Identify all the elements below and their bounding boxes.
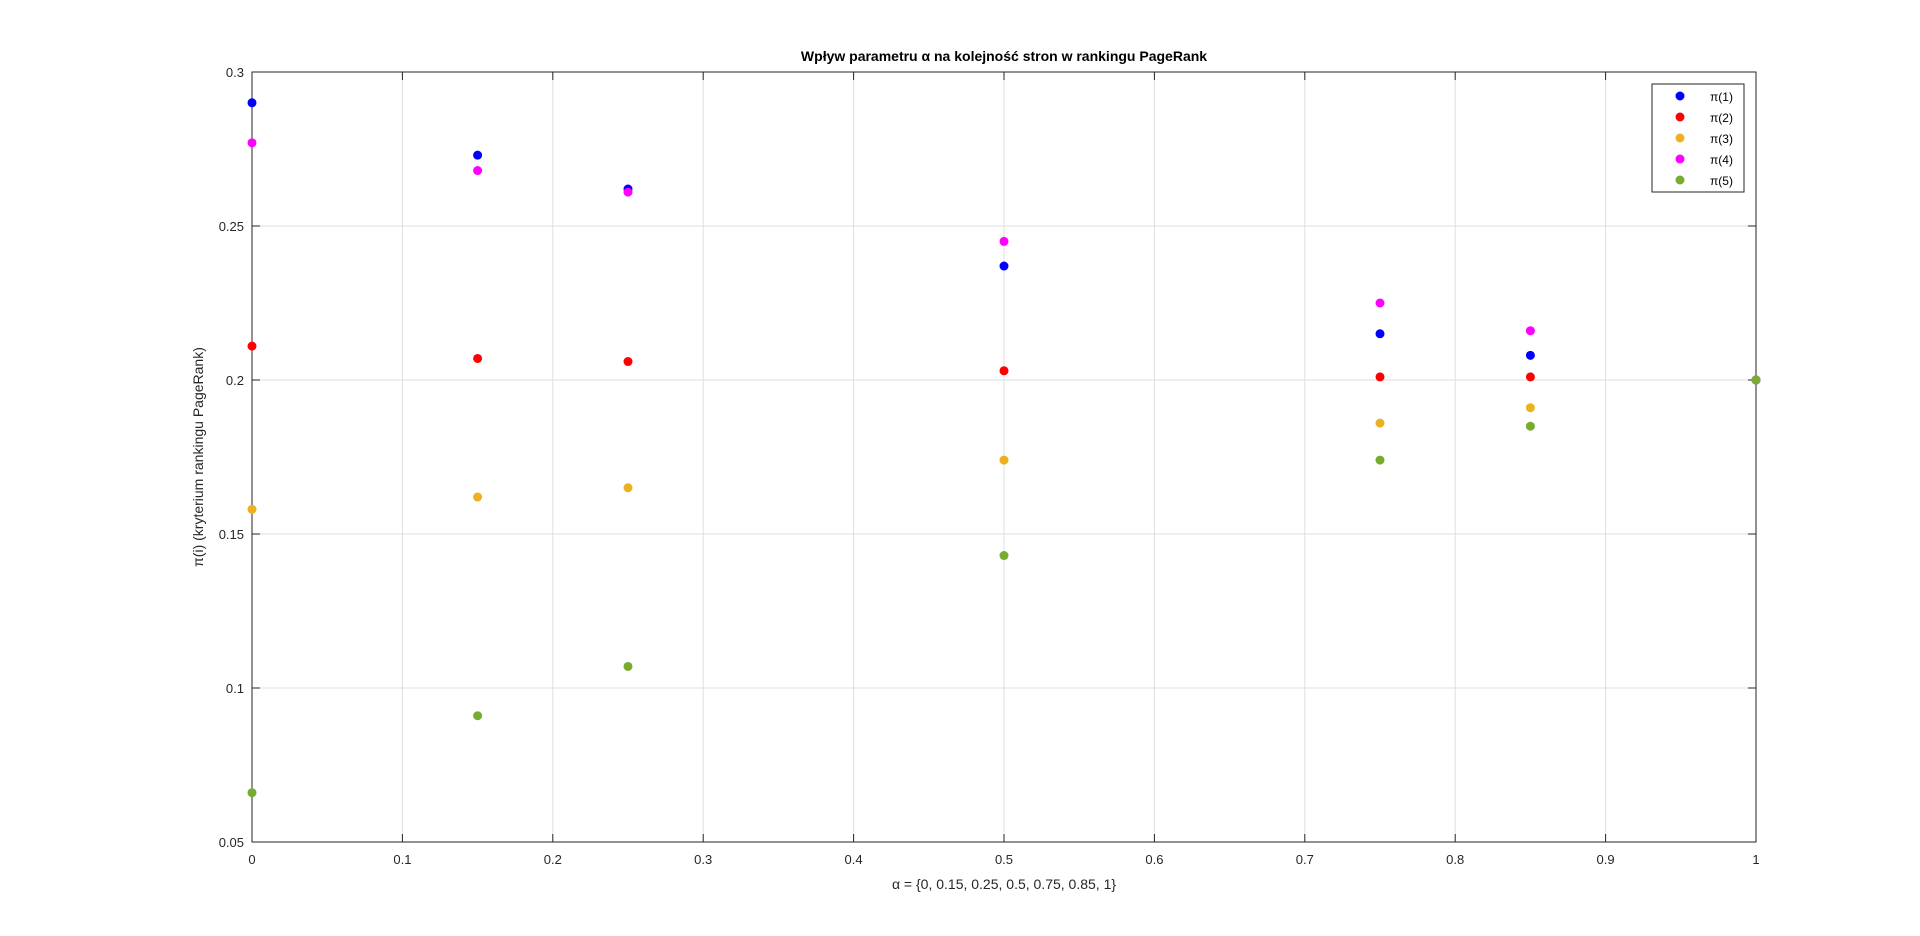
data-point xyxy=(623,661,633,671)
legend-label: π(3) xyxy=(1710,132,1733,146)
y-axis-label: π(i) (kryterium rankingu PageRank) xyxy=(190,347,206,567)
data-point xyxy=(999,236,1009,246)
data-point xyxy=(1375,298,1385,308)
x-tick-label: 0.3 xyxy=(694,852,712,867)
x-tick-label: 0.9 xyxy=(1597,852,1615,867)
data-point xyxy=(1375,372,1385,382)
y-tick-label: 0.25 xyxy=(219,219,244,234)
x-tick-label: 0.5 xyxy=(995,852,1013,867)
data-point xyxy=(623,357,633,367)
y-tick-label: 0.2 xyxy=(226,373,244,388)
data-point xyxy=(473,492,483,502)
y-tick-label: 0.1 xyxy=(226,681,244,696)
x-tick-label: 0.4 xyxy=(845,852,863,867)
data-point xyxy=(247,341,257,351)
data-point xyxy=(473,150,483,160)
data-point xyxy=(1525,372,1535,382)
data-point xyxy=(1375,329,1385,339)
x-tick-label: 0.8 xyxy=(1446,852,1464,867)
legend-label: π(2) xyxy=(1710,111,1733,125)
data-point xyxy=(1525,350,1535,360)
data-point xyxy=(473,353,483,363)
legend-marker xyxy=(1675,91,1685,101)
legend-label: π(5) xyxy=(1710,174,1733,188)
x-tick-label: 0.2 xyxy=(544,852,562,867)
x-tick-label: 0.7 xyxy=(1296,852,1314,867)
data-point xyxy=(1525,326,1535,336)
y-tick-label: 0.05 xyxy=(219,835,244,850)
legend-label: π(4) xyxy=(1710,153,1733,167)
data-point xyxy=(1751,375,1761,385)
data-point xyxy=(999,366,1009,376)
legend-box xyxy=(1651,83,1745,193)
legend-marker xyxy=(1675,154,1685,164)
y-tick-label: 0.15 xyxy=(219,527,244,542)
x-tick-label: 0 xyxy=(248,852,255,867)
y-tick-label: 0.3 xyxy=(226,65,244,80)
legend-marker xyxy=(1675,175,1685,185)
data-point xyxy=(1525,403,1535,413)
data-point xyxy=(623,187,633,197)
legend: π(1) π(2) π(3) π(4) π(5) xyxy=(1651,83,1745,193)
data-point xyxy=(247,138,257,148)
data-point xyxy=(247,504,257,514)
legend-label: π(1) xyxy=(1710,90,1733,104)
data-point xyxy=(1375,418,1385,428)
series-5-points xyxy=(247,375,1761,798)
legend-marker xyxy=(1675,133,1685,143)
data-point xyxy=(247,98,257,108)
legend-marker xyxy=(1675,112,1685,122)
axis-ticks: 0 0.1 0.2 0.3 0.4 0.5 0.6 0.7 0.8 0.9 1 0.05 0.1 0.15… xyxy=(219,65,1760,867)
data-point xyxy=(473,166,483,176)
data-point xyxy=(999,261,1009,271)
x-tick-label: 0.1 xyxy=(393,852,411,867)
data-point xyxy=(1525,421,1535,431)
data-point xyxy=(1375,455,1385,465)
x-tick-label: 1 xyxy=(1752,852,1759,867)
data-points xyxy=(247,98,1761,798)
data-point xyxy=(247,788,257,798)
chart-title: Wpływ parametru α na kolejność stron w r… xyxy=(801,48,1207,64)
x-tick-label: 0.6 xyxy=(1145,852,1163,867)
data-point xyxy=(623,483,633,493)
data-point xyxy=(473,711,483,721)
x-axis-label: α = {0, 0.15, 0.25, 0.5, 0.75, 0.85, 1} xyxy=(892,876,1116,892)
data-point xyxy=(999,551,1009,561)
data-point xyxy=(999,455,1009,465)
